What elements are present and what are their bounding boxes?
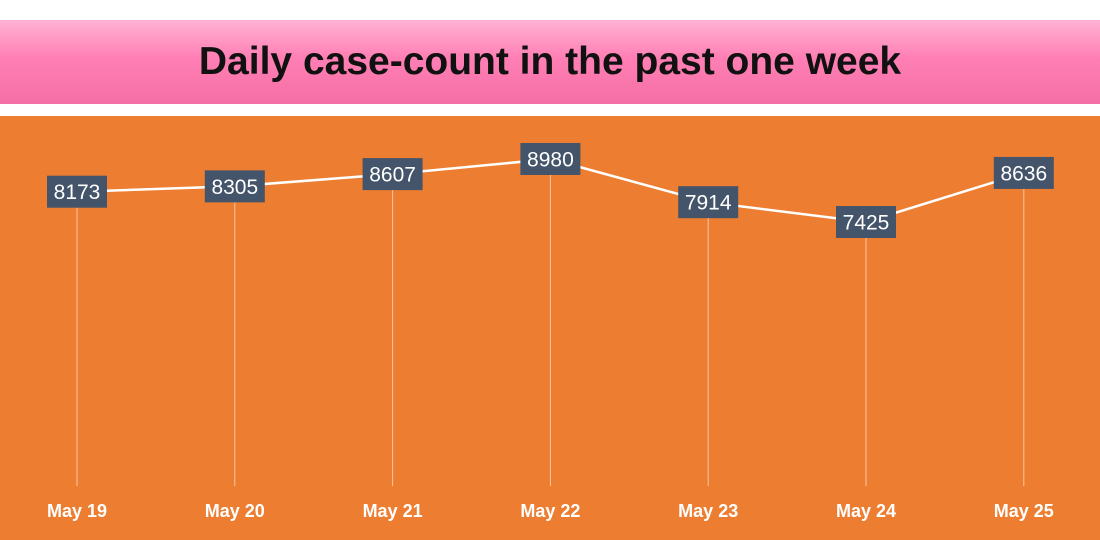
data-label-box: [520, 143, 581, 175]
data-label-box: [836, 206, 896, 238]
x-tick-label: May 22: [520, 501, 580, 521]
x-tick-label: May 25: [994, 501, 1054, 521]
data-label-box: [678, 186, 739, 219]
data-label: 8636: [1000, 162, 1047, 185]
data-label: 8980: [527, 149, 574, 172]
x-tick-label: May 21: [363, 501, 423, 521]
x-tick-label: May 19: [47, 501, 107, 521]
data-label: 7425: [843, 212, 890, 235]
title-banner: Daily case-count in the past one week: [0, 20, 1100, 104]
x-tick-label: May 20: [205, 501, 265, 521]
chart-title: Daily case-count in the past one week: [198, 40, 902, 83]
data-label-box: [362, 158, 423, 191]
data-label-box: [993, 156, 1054, 189]
data-label: 7914: [685, 192, 732, 215]
data-label-box: [204, 170, 265, 203]
x-tick-label: May 24: [836, 501, 896, 521]
data-label: 8607: [369, 164, 416, 187]
x-tick-label: May 23: [678, 501, 738, 521]
data-label: 8173: [54, 181, 101, 204]
data-label-box: [47, 175, 107, 208]
data-label: 8305: [211, 176, 258, 199]
